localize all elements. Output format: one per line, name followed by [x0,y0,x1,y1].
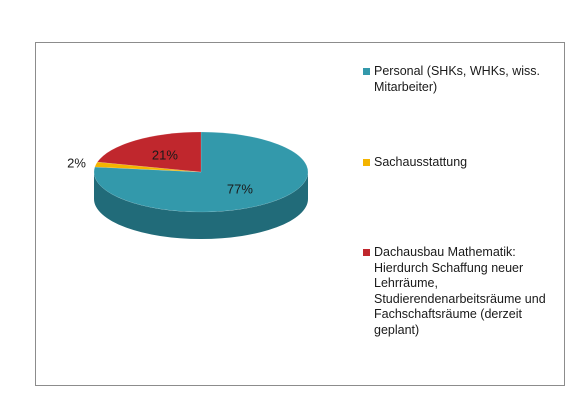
pie-sides [94,172,308,239]
data-label-dachausbau: 21% [152,148,178,163]
pie-slice-personal [93,131,309,213]
pie-data-labels: 77% 2% 21% [67,148,253,197]
legend-label-dachausbau: Dachausbau Mathematik: Hierdurch Schaffu… [374,245,546,337]
legend-label-sachausstattung: Sachausstattung [374,155,468,169]
pie-side-personal [94,172,308,239]
pie-slice-dachausbau [96,131,202,173]
legend-swatch-dachausbau [363,249,370,256]
legend-swatch-personal [363,68,370,75]
pie-slices [93,131,309,213]
pie-slice-sachausstattung [94,161,202,173]
legend-swatch-sachausstattung [363,159,370,166]
data-label-sachausstattung: 2% [67,156,86,171]
legend-label-personal: Personal (SHKs, WHKs, wiss. Mitarbeiter) [374,64,541,94]
data-label-personal: 77% [227,182,253,197]
